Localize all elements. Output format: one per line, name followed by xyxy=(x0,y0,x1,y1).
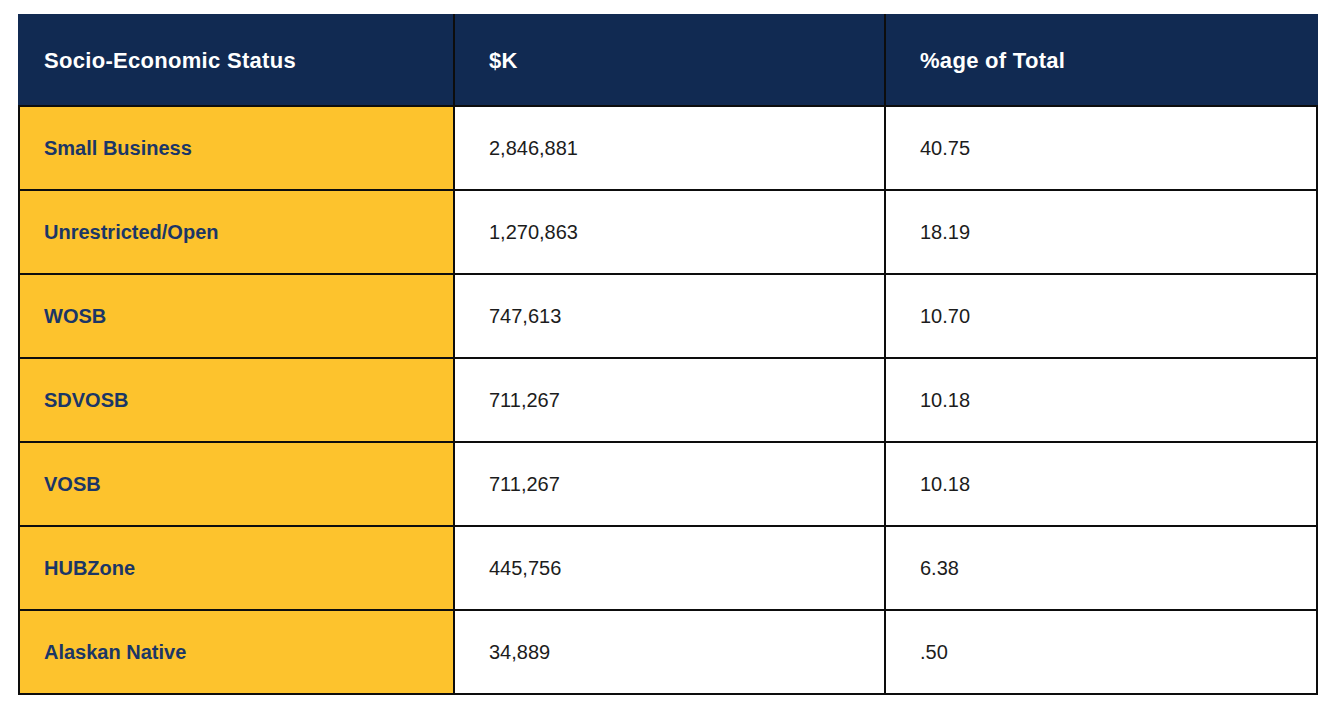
row-value-pct: 10.18 xyxy=(885,358,1317,442)
row-label-alaskan-native: Alaskan Native xyxy=(19,610,454,694)
row-value-k: 445,756 xyxy=(454,526,885,610)
table-row: HUBZone 445,756 6.38 xyxy=(19,526,1317,610)
table-body: Small Business 2,846,881 40.75 Unrestric… xyxy=(19,106,1317,694)
table-row: WOSB 747,613 10.70 xyxy=(19,274,1317,358)
row-value-k: 2,846,881 xyxy=(454,106,885,190)
row-label-sdvosb: SDVOSB xyxy=(19,358,454,442)
socio-economic-table: Socio-Economic Status $K %age of Total S… xyxy=(18,14,1318,695)
table-row: Small Business 2,846,881 40.75 xyxy=(19,106,1317,190)
row-value-k: 1,270,863 xyxy=(454,190,885,274)
row-value-k: 711,267 xyxy=(454,442,885,526)
table-header: Socio-Economic Status $K %age of Total xyxy=(19,15,1317,106)
header-row: Socio-Economic Status $K %age of Total xyxy=(19,15,1317,106)
column-header-percent-of-total: %age of Total xyxy=(885,15,1317,106)
table-row: VOSB 711,267 10.18 xyxy=(19,442,1317,526)
row-label-small-business: Small Business xyxy=(19,106,454,190)
row-label-hubzone: HUBZone xyxy=(19,526,454,610)
row-value-pct: 6.38 xyxy=(885,526,1317,610)
row-value-k: 711,267 xyxy=(454,358,885,442)
socio-economic-table-container: Socio-Economic Status $K %age of Total S… xyxy=(18,14,1318,695)
row-value-pct: 10.18 xyxy=(885,442,1317,526)
row-value-pct: 40.75 xyxy=(885,106,1317,190)
row-label-vosb: VOSB xyxy=(19,442,454,526)
row-value-pct: 18.19 xyxy=(885,190,1317,274)
row-value-k: 34,889 xyxy=(454,610,885,694)
column-header-dollars-k: $K xyxy=(454,15,885,106)
column-header-socio-economic-status: Socio-Economic Status xyxy=(19,15,454,106)
row-value-k: 747,613 xyxy=(454,274,885,358)
table-row: Unrestricted/Open 1,270,863 18.19 xyxy=(19,190,1317,274)
row-label-unrestricted-open: Unrestricted/Open xyxy=(19,190,454,274)
table-row: Alaskan Native 34,889 .50 xyxy=(19,610,1317,694)
row-value-pct: .50 xyxy=(885,610,1317,694)
table-row: SDVOSB 711,267 10.18 xyxy=(19,358,1317,442)
row-value-pct: 10.70 xyxy=(885,274,1317,358)
row-label-wosb: WOSB xyxy=(19,274,454,358)
